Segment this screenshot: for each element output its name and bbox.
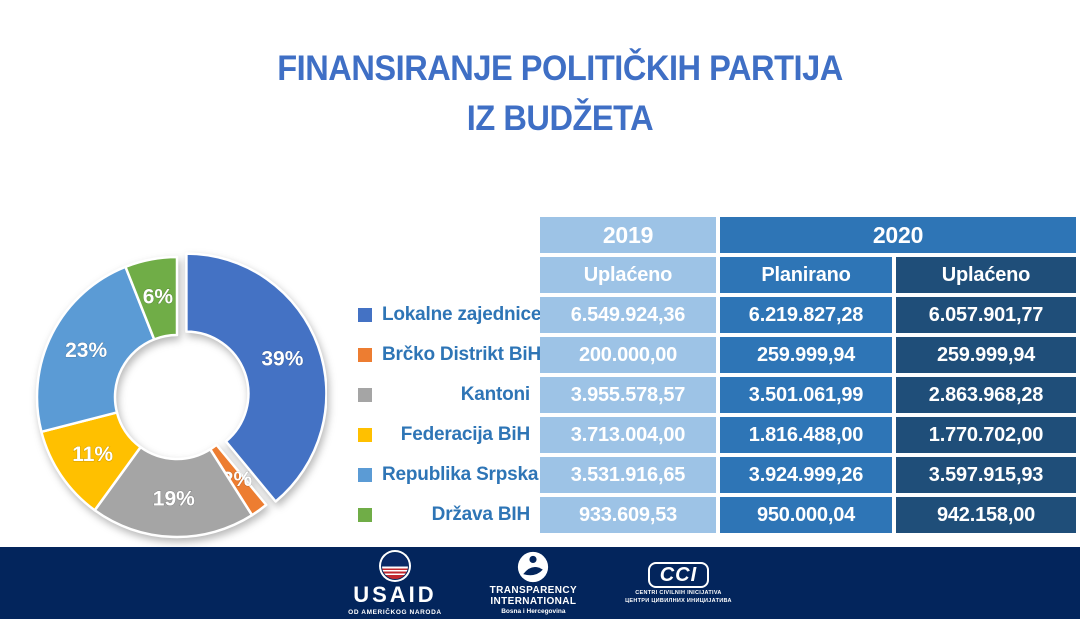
pie-slice-5 (124, 255, 179, 341)
cell-2020-uplaceno: 259.999,94 (896, 337, 1076, 373)
table-row-label: Država BIH (352, 497, 536, 533)
cell-2020-planirano: 3.924.999,26 (720, 457, 892, 493)
cell-2020-uplaceno: 6.057.901,77 (896, 297, 1076, 333)
cell-2020-uplaceno: 942.158,00 (896, 497, 1076, 533)
cell-2019: 3.713.004,00 (540, 417, 716, 453)
footer-bar: USAID OD AMERIČKOG NARODA TRANSPARENCY I… (0, 547, 1080, 619)
row-label: Država BIH (431, 504, 531, 525)
page-title: FINANSIRANJE POLITIČKIH PARTIJA IZ BUDŽE… (58, 44, 1062, 144)
row-label: Brčko Distrikt BiH (382, 344, 541, 365)
ti-country: Bosna i Hercegovina (501, 607, 566, 615)
cell-2020-planirano: 3.501.061,99 (720, 377, 892, 413)
pie-percent-label: 19% (153, 487, 195, 510)
cell-2020-planirano: 259.999,94 (720, 337, 892, 373)
legend-swatch (358, 308, 372, 322)
cell-2020-uplaceno: 3.597.915,93 (896, 457, 1076, 493)
legend-swatch (358, 468, 372, 482)
legend-swatch (358, 348, 372, 362)
ti-name-line2: INTERNATIONAL (490, 595, 577, 607)
pie-slice-0 (185, 252, 328, 503)
cell-2019: 933.609,53 (540, 497, 716, 533)
donut-chart-svg: 39%2%19%11%23%6% (35, 252, 328, 539)
donut-chart: 39% 2% 19% 11% 23% 6% (27, 247, 328, 547)
table-row-label: Federacija BiH (352, 417, 536, 453)
row-label: Federacija BiH (400, 424, 530, 445)
page-title-line1: FINANSIRANJE POLITIČKIH PARTIJA (277, 49, 843, 88)
page-title-line2: IZ BUDŽETA (466, 99, 654, 138)
table-row-label: Lokalne zajednice (352, 297, 541, 333)
cell-2020-uplaceno: 1.770.702,00 (896, 417, 1076, 453)
col-header-2020-planirano: Planirano (720, 257, 892, 293)
pie-percent-label: 11% (72, 443, 113, 466)
budget-table: 2019 2020 Uplaćeno Planirano Uplaćeno Lo… (352, 217, 1076, 533)
cell-2019: 6.549.924,36 (540, 297, 716, 333)
table-spacer (352, 217, 536, 253)
cell-2019: 3.531.916,65 (540, 457, 716, 493)
year-header-2020: 2020 (720, 217, 1076, 253)
row-label: Lokalne zajednice (382, 304, 542, 325)
table-row-label: Kantoni (352, 377, 536, 413)
legend-swatch (358, 388, 372, 402)
cci-wordmark: CCI (647, 561, 710, 588)
transparency-international-logo: TRANSPARENCY INTERNATIONAL Bosna i Herce… (490, 551, 577, 615)
cell-2020-uplaceno: 2.863.968,28 (896, 377, 1076, 413)
table-row-label: Brčko Distrikt BiH (352, 337, 541, 373)
transparency-circle-icon (518, 551, 549, 583)
row-label: Kantoni (460, 384, 531, 405)
cell-2020-planirano: 1.816.488,00 (720, 417, 892, 453)
ti-name-line1: TRANSPARENCY (489, 584, 578, 596)
cci-subtitle-cyrillic: ЦЕНТРИ ЦИВИЛНИХ ИНИЦИЈАТИВА (625, 598, 732, 604)
usaid-tagline: OD AMERIČKOG NARODA (348, 609, 442, 617)
pie-slice-2 (93, 445, 254, 539)
usaid-wordmark: USAID (353, 581, 437, 607)
table-spacer (352, 257, 536, 293)
table-row-label: Republika Srpska (352, 457, 538, 493)
cell-2020-planirano: 950.000,04 (720, 497, 892, 533)
col-header-2020-uplaceno: Uplaćeno (896, 257, 1076, 293)
usaid-logo: USAID OD AMERIČKOG NARODA (348, 549, 442, 617)
cell-2019: 200.000,00 (540, 337, 716, 373)
cell-2019: 3.955.578,57 (540, 377, 716, 413)
legend-swatch (358, 508, 372, 522)
cell-2020-planirano: 6.219.827,28 (720, 297, 892, 333)
pie-slice-4 (35, 265, 156, 434)
year-header-2019: 2019 (540, 217, 716, 253)
pie-percent-label: 6% (143, 285, 174, 308)
usaid-emblem-icon (378, 549, 411, 582)
row-label: Republika Srpska (382, 464, 539, 485)
pie-percent-label: 39% (261, 348, 303, 371)
cci-subtitle-latin: CENTRI CIVILNIH INICIJATIVA (635, 589, 722, 596)
usaid-emblem-inner (380, 551, 409, 580)
legend-swatch (358, 428, 372, 442)
col-header-2019-uplaceno: Uplaćeno (540, 257, 716, 293)
cci-logo: CCI CENTRI CIVILNIH INICIJATIVA ЦЕНТРИ Ц… (625, 561, 732, 604)
pie-percent-label: 23% (65, 339, 107, 362)
